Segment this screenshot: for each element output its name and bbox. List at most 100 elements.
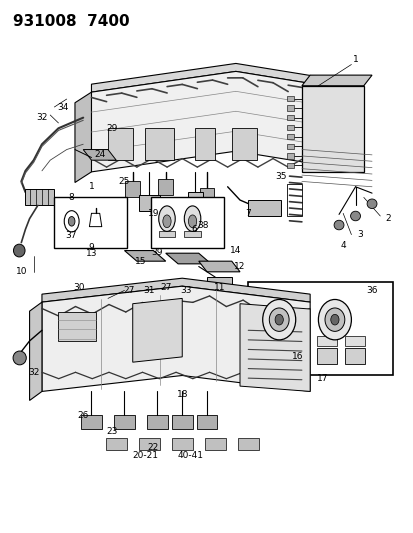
Text: 18: 18: [176, 390, 188, 399]
Ellipse shape: [262, 300, 295, 340]
Text: 8: 8: [68, 193, 74, 202]
Bar: [287, 144, 293, 149]
Text: 14: 14: [230, 246, 241, 255]
Polygon shape: [133, 298, 182, 362]
Polygon shape: [184, 231, 200, 237]
Polygon shape: [83, 150, 116, 160]
Ellipse shape: [14, 244, 25, 257]
Text: 6: 6: [191, 225, 197, 234]
Ellipse shape: [188, 215, 196, 228]
Text: 17: 17: [316, 374, 328, 383]
Polygon shape: [198, 261, 240, 272]
Bar: [287, 115, 293, 120]
Ellipse shape: [324, 308, 344, 332]
Text: 38: 38: [197, 221, 208, 230]
Ellipse shape: [268, 308, 288, 332]
Text: 23: 23: [106, 427, 118, 436]
Text: 32: 32: [36, 113, 47, 122]
Polygon shape: [106, 438, 126, 450]
Text: 35: 35: [275, 172, 286, 181]
Text: 15: 15: [135, 257, 146, 265]
Polygon shape: [147, 415, 167, 429]
Ellipse shape: [366, 199, 376, 208]
Text: 931008  7400: 931008 7400: [13, 14, 129, 29]
Text: 36: 36: [366, 286, 377, 295]
Polygon shape: [199, 188, 214, 204]
Text: 19: 19: [147, 209, 159, 218]
Text: 26: 26: [77, 411, 89, 420]
Text: 11: 11: [213, 283, 225, 292]
Text: 32: 32: [28, 368, 39, 377]
Text: 27: 27: [160, 283, 171, 292]
Polygon shape: [139, 438, 159, 450]
Polygon shape: [58, 312, 95, 341]
Bar: [316, 348, 336, 364]
Bar: [287, 154, 293, 159]
Text: 29: 29: [106, 124, 118, 133]
Text: 37: 37: [65, 231, 76, 240]
Polygon shape: [194, 128, 215, 160]
Ellipse shape: [13, 351, 26, 365]
Text: 39: 39: [152, 248, 163, 257]
Ellipse shape: [158, 206, 175, 231]
Polygon shape: [206, 277, 231, 288]
Ellipse shape: [330, 314, 338, 325]
Polygon shape: [237, 438, 258, 450]
Ellipse shape: [274, 314, 282, 325]
Polygon shape: [231, 128, 256, 160]
Bar: [344, 336, 364, 346]
Ellipse shape: [333, 220, 343, 230]
Text: 25: 25: [119, 177, 130, 186]
Polygon shape: [171, 438, 192, 450]
Bar: [287, 134, 293, 140]
Bar: [260, 348, 280, 364]
Bar: [54, 197, 126, 248]
Text: 31: 31: [143, 286, 154, 295]
Text: 10: 10: [16, 268, 27, 276]
Polygon shape: [81, 415, 102, 429]
Text: 4: 4: [339, 241, 345, 250]
Bar: [260, 336, 280, 346]
Bar: [344, 348, 364, 364]
Polygon shape: [188, 192, 202, 208]
Polygon shape: [42, 286, 309, 391]
Polygon shape: [158, 231, 175, 237]
Polygon shape: [91, 71, 363, 172]
Text: 12: 12: [234, 262, 245, 271]
Ellipse shape: [68, 216, 75, 226]
Polygon shape: [248, 200, 280, 216]
Text: 40-41: 40-41: [177, 451, 203, 460]
Polygon shape: [91, 63, 363, 92]
Text: 20-21: 20-21: [132, 451, 158, 460]
Bar: [316, 336, 336, 346]
Bar: [287, 163, 293, 168]
Bar: [287, 125, 293, 130]
Polygon shape: [165, 253, 211, 264]
Ellipse shape: [350, 211, 360, 221]
Polygon shape: [29, 302, 42, 400]
Text: 3: 3: [356, 230, 362, 239]
Bar: [288, 348, 308, 364]
Bar: [151, 197, 223, 248]
Bar: [287, 96, 293, 101]
Polygon shape: [301, 75, 371, 86]
Bar: [248, 282, 392, 375]
Text: 7: 7: [245, 209, 251, 218]
Text: 34: 34: [57, 102, 68, 111]
Text: 22: 22: [147, 443, 159, 452]
Text: 27: 27: [123, 286, 134, 295]
Polygon shape: [75, 92, 91, 182]
Polygon shape: [145, 128, 173, 160]
Polygon shape: [301, 86, 363, 172]
Polygon shape: [196, 415, 217, 429]
Polygon shape: [139, 195, 159, 211]
Bar: [287, 106, 293, 111]
Polygon shape: [25, 189, 54, 205]
Text: 9: 9: [88, 243, 94, 252]
Bar: [288, 336, 308, 346]
Text: 13: 13: [85, 249, 97, 258]
Text: 1: 1: [352, 55, 358, 63]
Text: 30: 30: [73, 283, 85, 292]
Polygon shape: [125, 181, 140, 197]
Polygon shape: [204, 438, 225, 450]
